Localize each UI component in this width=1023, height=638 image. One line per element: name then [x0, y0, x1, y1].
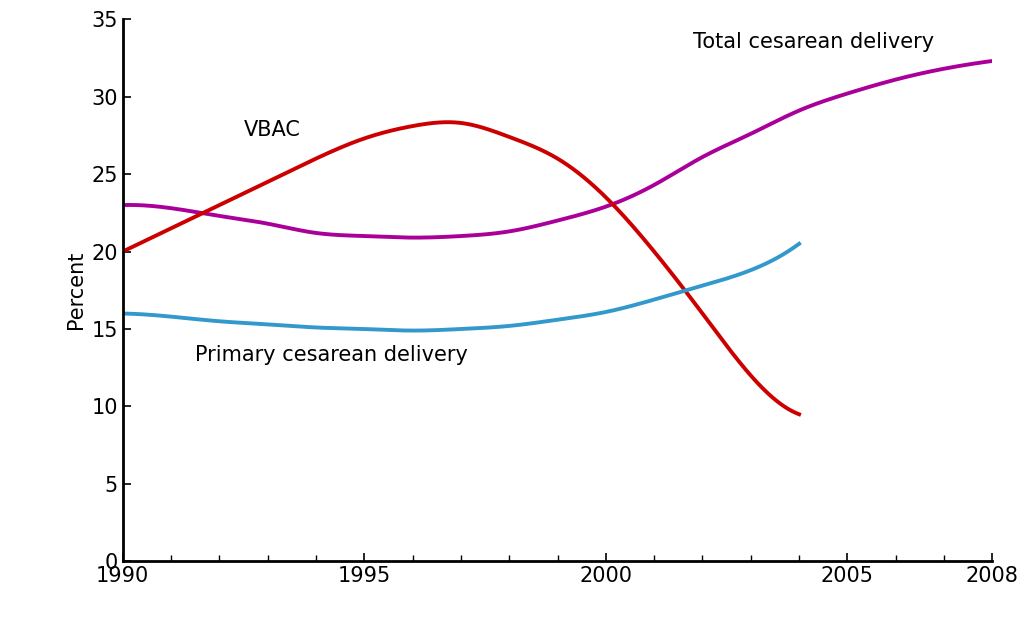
Text: VBAC: VBAC: [243, 120, 301, 140]
Text: Total cesarean delivery: Total cesarean delivery: [693, 31, 934, 52]
Text: Primary cesarean delivery: Primary cesarean delivery: [195, 345, 469, 364]
Y-axis label: Percent: Percent: [65, 251, 86, 329]
